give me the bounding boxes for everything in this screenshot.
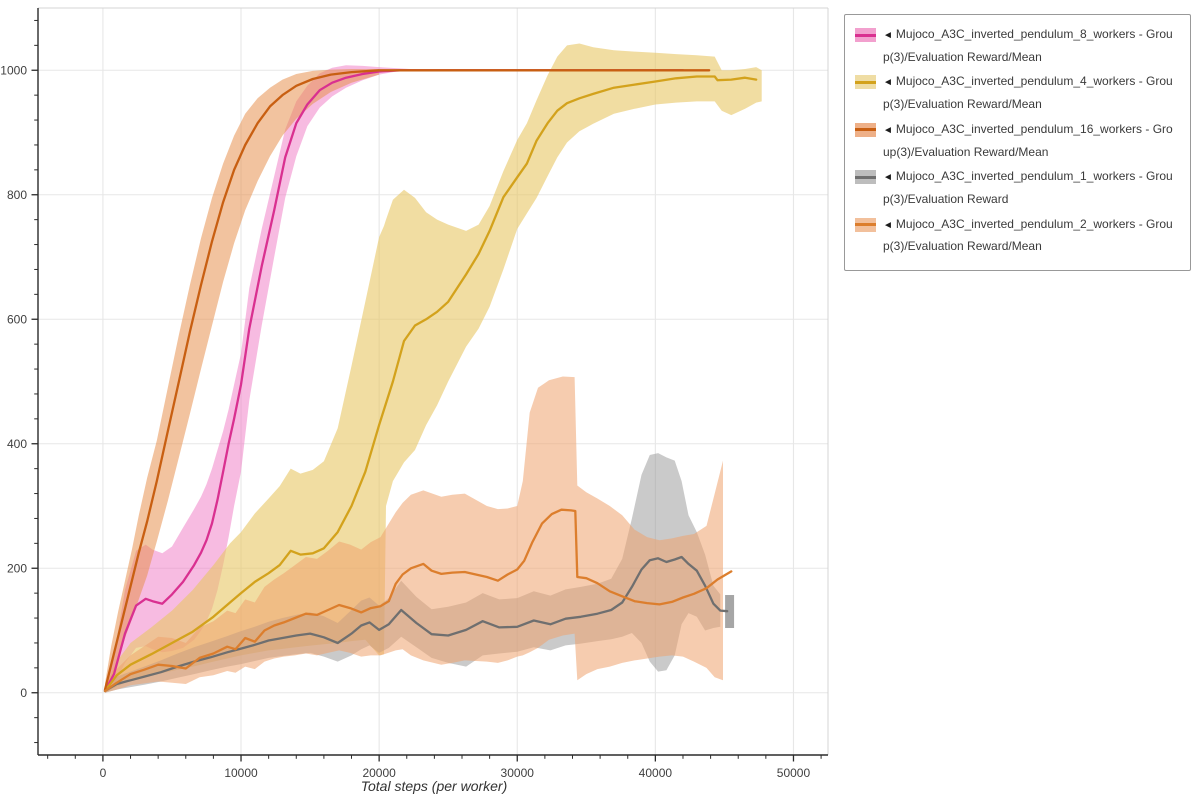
legend-item-1[interactable]: ◄ Mujoco_A3C_inverted_pendulum_4_workers … xyxy=(855,71,1180,115)
legend-label: ◄ Mujoco_A3C_inverted_pendulum_1_workers … xyxy=(883,169,1173,206)
x-tick-label: 30000 xyxy=(501,766,535,780)
legend-swatch-icon xyxy=(855,122,876,137)
legend-swatch-line xyxy=(855,128,876,132)
left-triangle-icon: ◄ xyxy=(883,219,893,231)
legend: ◄ Mujoco_A3C_inverted_pendulum_8_workers … xyxy=(844,14,1191,272)
line-series-3 xyxy=(103,555,729,693)
legend-item-2[interactable]: ◄ Mujoco_A3C_inverted_pendulum_16_workers… xyxy=(855,119,1180,163)
line-series-4 xyxy=(103,508,733,693)
x-tick-label: 10000 xyxy=(224,766,258,780)
left-triangle-icon: ◄ xyxy=(883,124,893,136)
axis-tick-labels: 0 10000 20000 30000 40000 50000 0 200 400 600 800 1… xyxy=(0,63,810,780)
y-tick-label: 200 xyxy=(7,561,27,575)
axis-ticks xyxy=(31,19,822,762)
left-triangle-icon: ◄ xyxy=(883,172,893,184)
legend-items: ◄ Mujoco_A3C_inverted_pendulum_8_workers … xyxy=(855,24,1180,258)
y-tick-label: 400 xyxy=(7,437,27,451)
y-tick-label: 800 xyxy=(7,188,27,202)
legend-label: ◄ Mujoco_A3C_inverted_pendulum_4_workers … xyxy=(883,74,1173,112)
x-tick-label: 50000 xyxy=(777,766,811,780)
y-tick-label: 1000 xyxy=(0,63,27,77)
line-series-2 xyxy=(103,69,711,691)
x-tick-label: 20000 xyxy=(362,766,396,780)
legend-swatch-line xyxy=(855,33,876,37)
series-lines xyxy=(103,69,758,693)
left-triangle-icon: ◄ xyxy=(883,30,893,41)
series-bands xyxy=(105,43,762,693)
x-axis-title: Total steps (per worker) xyxy=(361,778,508,794)
legend-label: ◄ Mujoco_A3C_inverted_pendulum_16_workers… xyxy=(883,121,1173,159)
y-tick-label: 600 xyxy=(7,312,27,326)
series-end-markers xyxy=(725,595,735,629)
x-tick-label: 0 xyxy=(100,766,107,780)
band-series-4 xyxy=(105,376,723,693)
legend-swatch-icon xyxy=(855,75,876,90)
y-tick-label: 0 xyxy=(20,686,27,700)
legend-swatch-icon xyxy=(855,28,876,42)
legend-swatch-line xyxy=(855,80,876,84)
line-series-1 xyxy=(103,75,758,693)
legend-item-0[interactable]: ◄ Mujoco_A3C_inverted_pendulum_8_workers … xyxy=(855,24,1180,68)
legend-swatch-icon xyxy=(855,170,876,185)
legend-item-4[interactable]: ◄ Mujoco_A3C_inverted_pendulum_2_workers … xyxy=(855,214,1180,258)
band-series-2 xyxy=(105,69,380,693)
legend-label: ◄ Mujoco_A3C_inverted_pendulum_8_workers … xyxy=(883,27,1173,64)
legend-swatch-line xyxy=(855,223,876,227)
legend-swatch-icon xyxy=(855,217,876,232)
legend-item-3[interactable]: ◄ Mujoco_A3C_inverted_pendulum_1_workers … xyxy=(855,166,1180,210)
x-tick-label: 40000 xyxy=(639,766,673,780)
legend-swatch-line xyxy=(855,175,876,179)
axes-spines xyxy=(37,7,829,756)
left-triangle-icon: ◄ xyxy=(883,77,893,89)
band-series-1 xyxy=(105,43,762,693)
legend-label: ◄ Mujoco_A3C_inverted_pendulum_2_workers … xyxy=(883,216,1173,254)
end-marker-series-3 xyxy=(725,595,735,629)
